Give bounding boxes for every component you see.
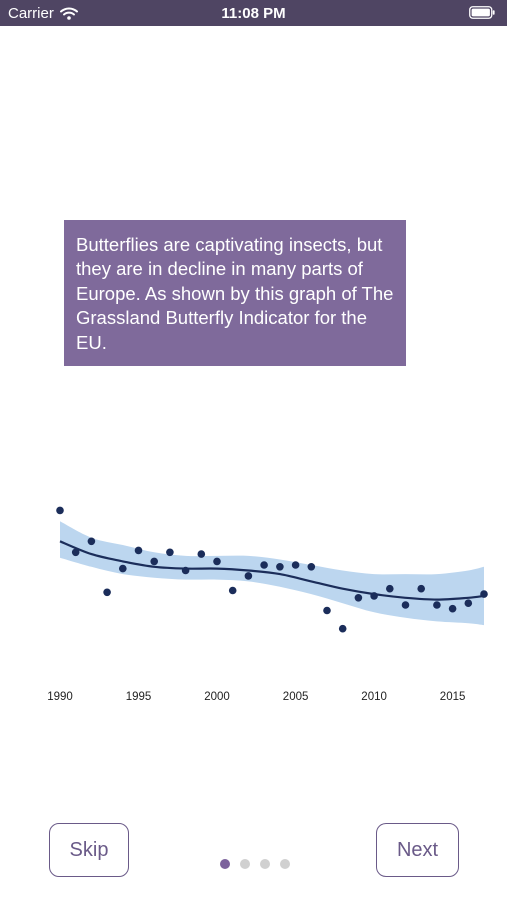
status-left: Carrier — [8, 5, 78, 22]
data-point-1997 — [166, 548, 174, 557]
page-dot-3[interactable] — [260, 859, 270, 869]
data-point-2008 — [338, 624, 347, 633]
page-dot-2[interactable] — [240, 859, 250, 869]
carrier-label: Carrier — [8, 5, 54, 22]
status-bar: Carrier 11:08 PM — [0, 0, 507, 26]
data-point-1996 — [150, 557, 158, 566]
x-tick-label-2005: 2005 — [283, 691, 309, 703]
data-point-2007 — [323, 606, 331, 615]
butterfly-indicator-chart: 1990 1995 2000 2005 2010 2015 — [0, 460, 507, 720]
x-tick-label-2010: 2010 — [361, 691, 387, 703]
x-tick-label-2015: 2015 — [440, 691, 466, 703]
data-point-2004 — [276, 563, 284, 571]
next-button[interactable]: Next — [376, 823, 459, 877]
data-point-2010 — [370, 592, 378, 600]
data-point-1992 — [87, 537, 96, 546]
chart-svg: 1990 1995 2000 2005 2010 2015 — [47, 506, 488, 703]
data-point-1995 — [134, 546, 143, 555]
data-point-1999 — [197, 550, 206, 558]
data-point-2014 — [433, 601, 441, 609]
page-dot-1[interactable] — [220, 859, 230, 869]
data-point-2016 — [464, 599, 473, 607]
page-indicator[interactable] — [220, 859, 290, 869]
data-point-2000 — [213, 557, 221, 566]
x-tick-label-1995: 1995 — [126, 691, 152, 703]
data-point-2006 — [307, 563, 316, 571]
data-point-2005 — [291, 561, 300, 569]
data-point-2001 — [228, 586, 237, 595]
trend-line — [59, 540, 485, 601]
intro-callout: Butterflies are captivating insects, but… — [64, 220, 406, 366]
battery-icon — [469, 6, 495, 19]
intro-text: Butterflies are captivating insects, but… — [76, 234, 394, 353]
data-point-1993 — [103, 588, 111, 597]
data-points — [56, 506, 488, 633]
data-point-1994 — [119, 564, 127, 573]
status-time: 11:08 PM — [221, 5, 286, 22]
data-point-2011 — [386, 584, 394, 593]
data-point-1991 — [71, 548, 80, 557]
data-point-1990 — [56, 506, 64, 515]
x-axis-ticks: 1990 1995 2000 2005 2010 2015 — [47, 691, 465, 703]
page-dot-4[interactable] — [280, 859, 290, 869]
data-point-2013 — [417, 584, 426, 593]
data-point-2017 — [480, 590, 488, 598]
data-point-2002 — [244, 572, 253, 580]
skip-button[interactable]: Skip — [49, 823, 129, 877]
data-point-2009 — [354, 594, 363, 602]
data-point-2003 — [260, 561, 268, 569]
data-point-2012 — [401, 601, 410, 609]
data-point-1998 — [181, 566, 190, 575]
data-point-2015 — [448, 604, 457, 613]
x-tick-label-1990: 1990 — [47, 691, 73, 703]
x-tick-label-2000: 2000 — [204, 691, 230, 703]
wifi-icon — [59, 7, 78, 20]
